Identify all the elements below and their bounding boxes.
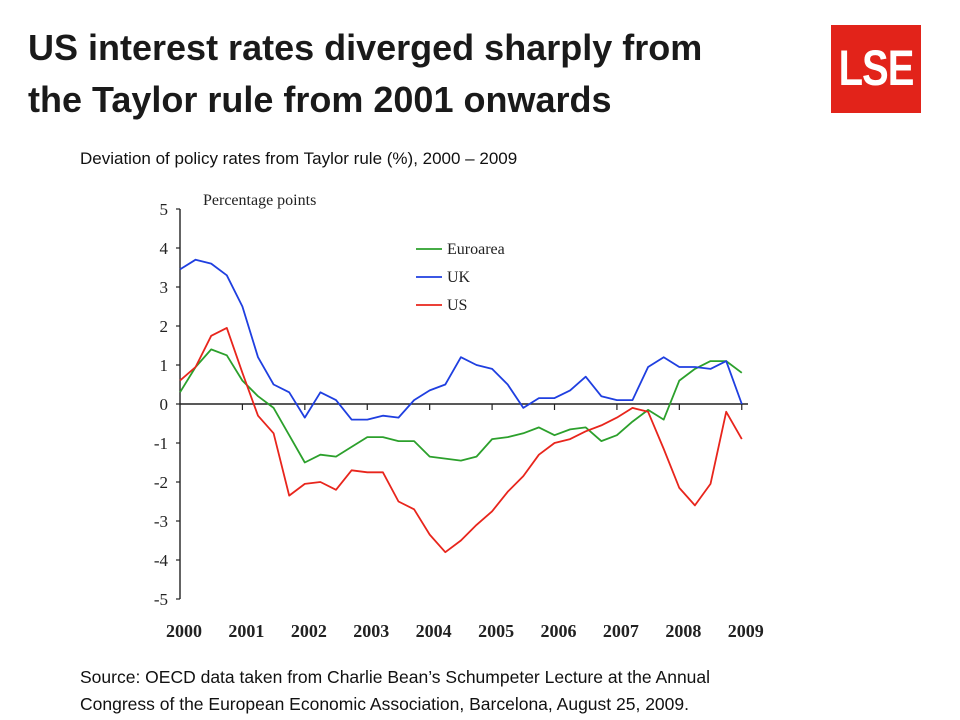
x-tick-label: 2000 xyxy=(166,621,202,641)
y-tick-label: -2 xyxy=(154,473,168,492)
source-line-1: Source: OECD data taken from Charlie Bea… xyxy=(80,667,711,687)
y-tick-label: -4 xyxy=(154,551,169,570)
x-tick-label: 2006 xyxy=(541,621,577,641)
lse-logo: LSE xyxy=(831,25,921,113)
line-chart: Percentage points 5 4 3 2 1 0 -1 -2 -3 -4 -5 2000 200… xyxy=(154,192,764,641)
x-tick-label: 2005 xyxy=(478,621,514,641)
y-tick-label: 0 xyxy=(160,395,169,414)
x-tick-label: 2008 xyxy=(665,621,701,641)
source-line-2: Congress of the European Economic Associ… xyxy=(80,694,689,714)
series-line-euroarea xyxy=(179,348,743,464)
legend-label-uk: UK xyxy=(447,269,471,286)
lse-logo-text: LSE xyxy=(838,40,915,96)
y-tick-label: -3 xyxy=(154,512,168,531)
y-axis-label: Percentage points xyxy=(203,192,316,209)
x-tick-label: 2003 xyxy=(353,621,389,641)
y-tick-label: 5 xyxy=(160,200,169,219)
y-tick-label: 4 xyxy=(160,239,169,258)
legend: Euroarea UK US xyxy=(416,241,505,314)
y-tick-label: -1 xyxy=(154,434,168,453)
x-tick-label: 2001 xyxy=(228,621,264,641)
legend-label-euroarea: Euroarea xyxy=(447,241,505,258)
chart-subtitle: Deviation of policy rates from Taylor ru… xyxy=(80,149,518,168)
y-tick-label: 1 xyxy=(160,356,169,375)
x-tick-label: 2004 xyxy=(416,621,452,641)
slide-title-line-1: US interest rates diverged sharply from xyxy=(28,27,703,68)
x-tick-label: 2002 xyxy=(291,621,327,641)
slide-title-line-2: the Taylor rule from 2001 onwards xyxy=(28,79,612,120)
series-line-us xyxy=(179,326,743,554)
source-note: Source: OECD data taken from Charlie Bea… xyxy=(80,664,950,718)
y-tick-label: 3 xyxy=(160,278,169,297)
y-tick-label: 2 xyxy=(160,317,169,336)
series-line-uk xyxy=(179,258,743,421)
y-tick-label: -5 xyxy=(154,590,168,609)
x-tick-label: 2009 xyxy=(728,621,764,641)
legend-label-us: US xyxy=(447,297,467,314)
x-tick-label: 2007 xyxy=(603,621,639,641)
slide-title: US interest rates diverged sharply from … xyxy=(28,22,828,126)
